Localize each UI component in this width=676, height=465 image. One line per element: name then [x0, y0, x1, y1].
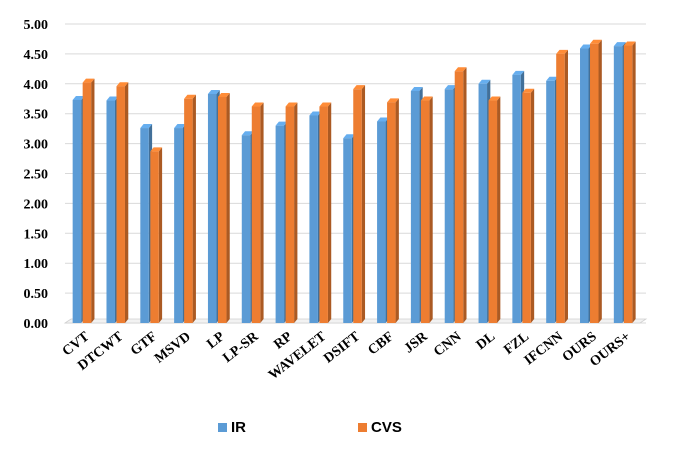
y-tick-label: 0.50	[24, 287, 49, 302]
y-axis-tick-labels: 0.00 0.50 1.00 1.50 2.00 2.50 3.00 3.50 4.00 4.50…	[24, 18, 49, 332]
y-tick-label: 4.50	[24, 48, 49, 63]
y-tick-label: 5.00	[24, 18, 49, 33]
legend-item-ir: IR	[218, 419, 246, 436]
y-tick-label: 4.00	[24, 78, 49, 93]
legend: IR CVS	[218, 419, 402, 436]
x-category-label: CBF	[365, 329, 396, 358]
bar-cvs-lp	[217, 92, 230, 324]
bar-cvs-jsr	[420, 96, 433, 323]
bar-cvs-rp	[285, 102, 298, 323]
y-tick-label: 2.00	[24, 197, 49, 212]
x-category-label: IFCNN	[522, 329, 566, 368]
x-category-label: MSVD	[152, 329, 194, 366]
legend-swatch	[218, 423, 227, 432]
bar-cvs-wavelet	[319, 102, 332, 323]
bar-cvs-fzl	[522, 88, 535, 324]
bar-cvs-dsift	[353, 85, 366, 323]
x-category-label: LP-SR	[220, 329, 262, 366]
y-tick-label: 3.50	[24, 108, 49, 123]
y-tick-label: 0.00	[24, 317, 49, 332]
bars	[72, 39, 636, 324]
bar-cvs-ours	[590, 39, 602, 323]
x-category-label: CNN	[431, 329, 464, 360]
legend-label: IR	[231, 419, 246, 436]
bar-cvs-cnn	[454, 67, 467, 323]
legend-item-cvs: CVS	[358, 419, 402, 436]
x-category-label: JSR	[402, 329, 432, 357]
x-category-label: DL	[474, 329, 499, 353]
bar-cvs-dtcwt	[116, 82, 129, 323]
bar-cvs-ours+	[623, 41, 636, 323]
bar-cvs-msvd	[184, 94, 196, 323]
bar-cvs-cvt	[82, 78, 95, 323]
bar-cvs-dl	[488, 96, 501, 323]
y-tick-label: 1.50	[24, 227, 49, 242]
x-category-label: RP	[271, 329, 295, 353]
legend-label: CVS	[371, 419, 402, 436]
legend-swatch	[358, 423, 367, 432]
bar-cvs-ifcnn	[556, 49, 568, 324]
bar-cvs-cbf	[387, 98, 399, 323]
y-tick-label: 3.00	[24, 138, 49, 153]
y-tick-label: 1.00	[24, 257, 49, 272]
x-category-label: DSIFT	[321, 329, 363, 367]
bar-cvs-lp-sr	[251, 102, 264, 323]
x-category-label: LP	[204, 329, 228, 352]
y-tick-label: 2.50	[24, 168, 49, 183]
bar-cvs-gtf	[150, 147, 163, 323]
